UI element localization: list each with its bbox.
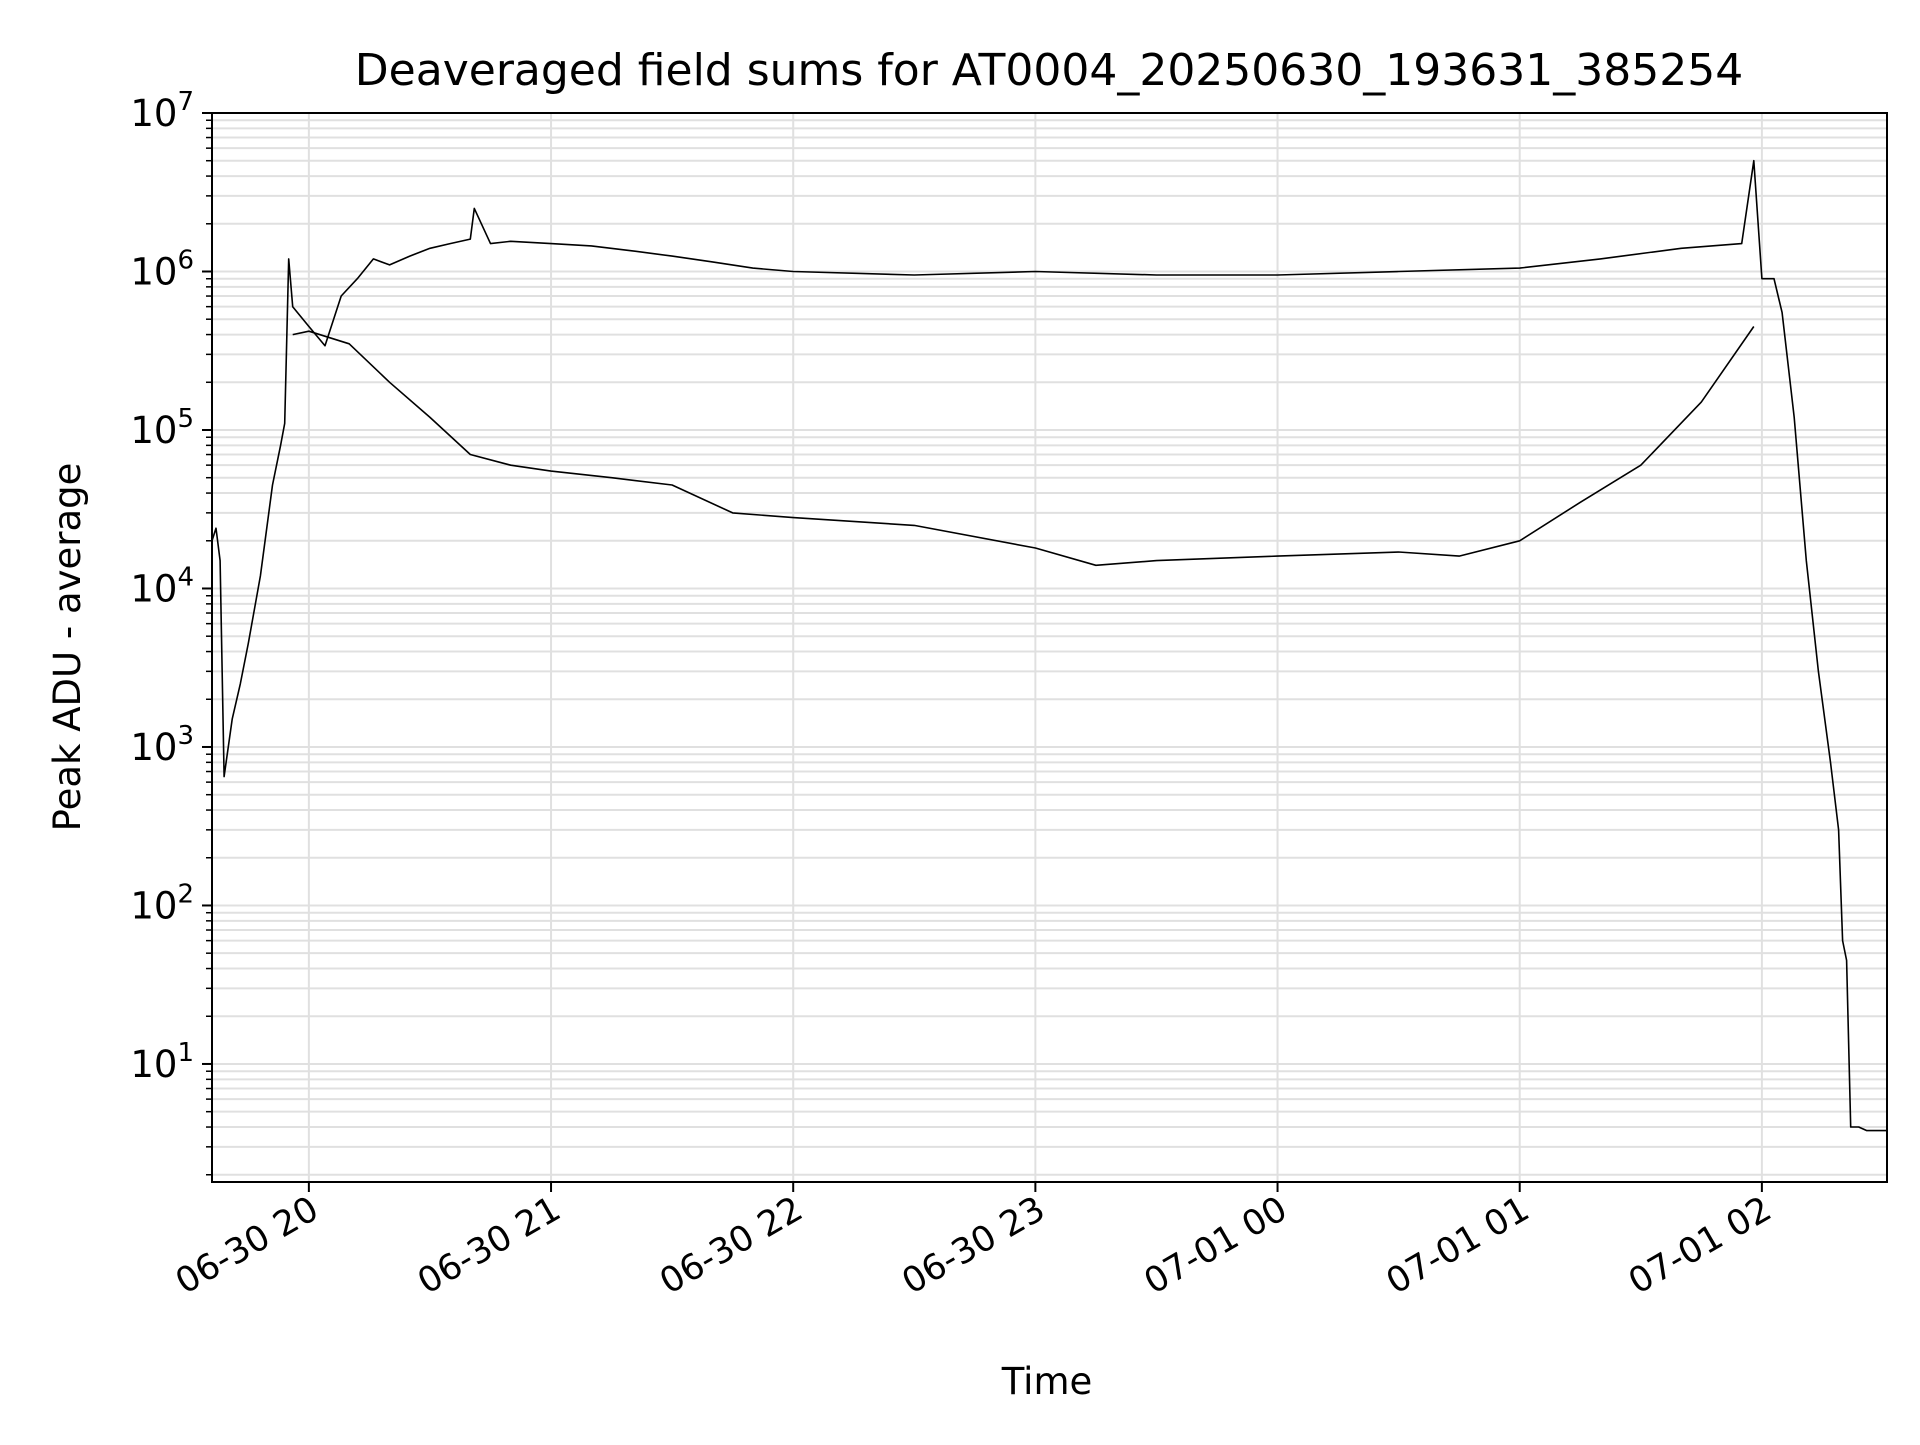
plot-frame xyxy=(211,112,1888,1183)
major-gridlines xyxy=(212,112,1887,1182)
y-axis-label: Peak ADU - average xyxy=(46,463,89,832)
series-line-1 xyxy=(211,159,1887,1132)
chart-title: Deaveraged field sums for AT0004_2025063… xyxy=(355,45,1743,96)
y-tick-label: 105 xyxy=(130,404,194,452)
y-tick-label: 102 xyxy=(130,879,194,927)
x-axis-label: Time xyxy=(1001,1360,1093,1403)
series-layer xyxy=(211,159,1887,1132)
y-tick-label: 107 xyxy=(130,87,194,135)
y-tick-label: 103 xyxy=(130,721,194,769)
series-line-2 xyxy=(292,326,1755,567)
y-tick-label: 101 xyxy=(130,1038,194,1086)
y-tick-label: 106 xyxy=(130,245,194,293)
y-tick-label: 104 xyxy=(130,562,194,610)
y-axis: 101 102 103 104 105 106 107 xyxy=(130,87,212,1176)
minor-gridlines xyxy=(212,119,1887,1176)
